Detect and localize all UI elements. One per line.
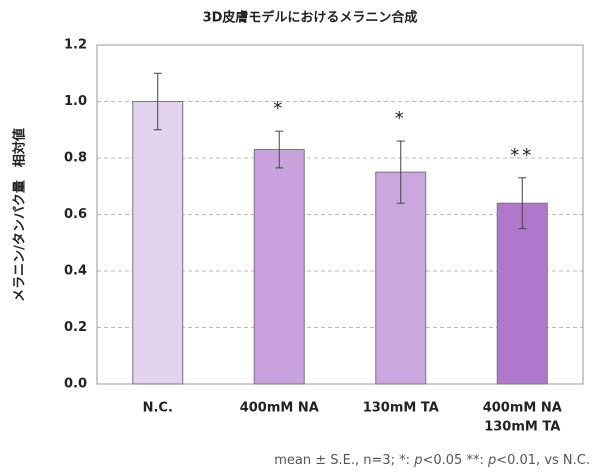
significance-marker: * <box>273 98 285 119</box>
y-tick-label: 0.4 <box>64 264 87 279</box>
footnote-part: mean ± S.E., n=3; *: <box>274 453 414 468</box>
y-axis-label: メラニン/タンパク量 相対値 <box>12 128 28 302</box>
plot-frame <box>96 44 584 385</box>
x-tick-label: 130mM TA <box>484 420 560 435</box>
y-tick-label: 1.0 <box>64 94 87 109</box>
bar <box>375 171 427 385</box>
significance-marker: ** <box>510 145 534 166</box>
bar <box>496 202 548 385</box>
footnote: mean ± S.E., n=3; *: p<0.05 **: p<0.01, … <box>274 453 590 468</box>
y-tick-label: 1.2 <box>64 38 87 53</box>
footnote-part: p <box>413 453 422 468</box>
y-tick-label: 0.2 <box>64 320 87 335</box>
y-tick-label: 0.8 <box>64 151 87 166</box>
y-tick-label: 0.6 <box>64 207 87 222</box>
x-tick-label: N.C. <box>143 401 173 416</box>
error-bar <box>396 140 405 204</box>
error-bar <box>153 72 162 131</box>
bar <box>132 101 184 385</box>
footnote-part: p <box>487 453 496 468</box>
footnote-part: <0.01, vs N.C. <box>496 453 590 468</box>
x-tick-label: 400mM NA <box>240 401 319 416</box>
x-tick-label: 130mM TA <box>363 401 439 416</box>
x-tick-label: 400mM NA <box>483 401 562 416</box>
significance-marker: * <box>395 108 407 129</box>
y-tick-label: 0.0 <box>64 377 87 392</box>
error-bar <box>518 177 527 230</box>
chart-title: 3D皮膚モデルにおけるメラニン合成 <box>203 10 418 26</box>
bar <box>253 149 305 385</box>
error-bar <box>275 130 284 169</box>
footnote-part: <0.05 **: <box>422 453 487 468</box>
